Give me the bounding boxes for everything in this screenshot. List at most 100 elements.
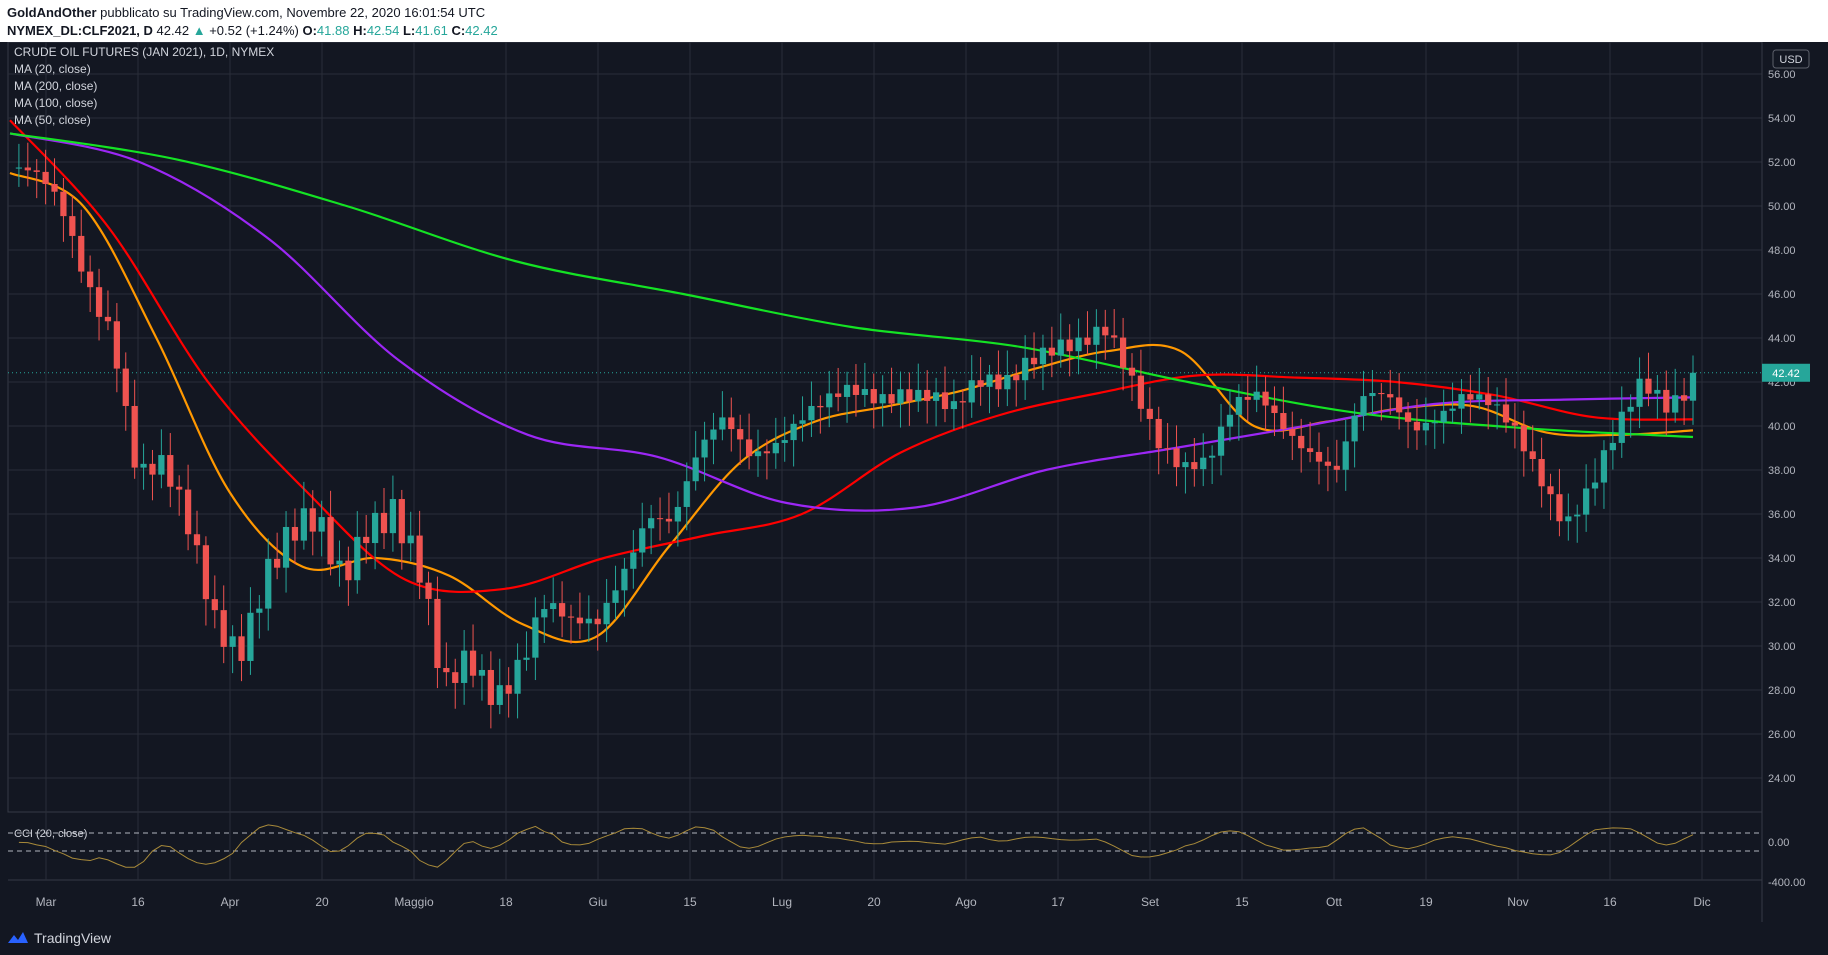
candle-body [1280, 413, 1287, 430]
x-tick-label: Giu [589, 895, 608, 909]
x-tick-label: Apr [221, 895, 240, 909]
legend-ma20[interactable]: MA (20, close) [14, 62, 91, 76]
y-tick-label: 28.00 [1768, 685, 1796, 697]
candle-body [1493, 404, 1501, 406]
candle-body [1235, 396, 1242, 415]
candle-body [1324, 461, 1332, 466]
candle-body [861, 389, 868, 395]
candle-body [541, 609, 548, 618]
currency-badge[interactable]: USD [1772, 49, 1810, 69]
candle-body [621, 568, 628, 591]
candle-body [1057, 339, 1064, 356]
candle-body [1111, 335, 1118, 338]
candle-body [826, 393, 833, 408]
candle-body [1591, 482, 1599, 489]
publication-line: GoldAndOther pubblicato su TradingView.c… [7, 5, 485, 20]
candle-body [1404, 412, 1412, 422]
candle-body [1360, 396, 1367, 416]
candle-body [1209, 455, 1216, 458]
price-chart[interactable]: 24.00 26.00 28.00 30.00 32.00 34.00 36.00 38.00… [0, 42, 1828, 922]
x-tick-label: 16 [131, 895, 145, 909]
candle-body [309, 508, 316, 532]
candle-body [1520, 425, 1527, 452]
candle-body [1226, 414, 1234, 427]
candle-body [211, 599, 218, 611]
candle-body [1449, 408, 1456, 411]
candle-body [1467, 394, 1474, 400]
price-change: +0.52 (+1.24%) [209, 23, 299, 38]
candle-body [968, 380, 975, 403]
cci-legend[interactable]: CCI (20, close) [14, 828, 87, 840]
tradingview-brand[interactable]: TradingView [34, 930, 112, 946]
chart-axes: 24.00 26.00 28.00 30.00 32.00 34.00 36.00 38.00… [36, 69, 1806, 909]
candle-body [1600, 450, 1608, 483]
candle-body [1119, 337, 1127, 368]
candle-body [683, 481, 690, 507]
candle-body [550, 603, 557, 610]
candle-body [122, 368, 129, 406]
candle-body [265, 558, 272, 609]
candle-body [1173, 448, 1180, 468]
x-tick-label: Ago [955, 895, 977, 909]
cci-tick-label: 0.00 [1768, 837, 1789, 849]
candle-body [425, 582, 432, 599]
legend-ma100[interactable]: MA (100, close) [14, 96, 97, 110]
candle-body [1013, 374, 1020, 381]
candle-body [1315, 451, 1323, 462]
currency-label: USD [1779, 54, 1802, 66]
candle-body [1636, 378, 1643, 407]
candle-body [1289, 429, 1296, 436]
candle-body [505, 685, 512, 694]
candle-body [1627, 406, 1634, 412]
candle-body [363, 536, 370, 544]
candle-body [1369, 393, 1376, 397]
current-price: 42.42 [156, 23, 190, 38]
candle-body [95, 287, 103, 317]
y-tick-label: 50.00 [1768, 201, 1796, 213]
y-tick-label: 52.00 [1768, 157, 1796, 169]
legend-ma50[interactable]: MA (50, close) [14, 113, 91, 127]
candle-body [184, 489, 192, 535]
candle-body [1244, 396, 1251, 400]
candle-body [354, 536, 361, 581]
candle-body [461, 650, 468, 683]
candle-body [1298, 435, 1305, 449]
candle-body [1440, 410, 1447, 423]
legend-ma200[interactable]: MA (200, close) [14, 79, 97, 93]
candle-body [1146, 408, 1153, 419]
candle-body [1351, 415, 1358, 442]
candle-body [915, 389, 922, 402]
candle-body [33, 170, 40, 172]
candle-body [665, 518, 673, 522]
candle-body [1387, 394, 1394, 398]
publication-header: GoldAndOther pubblicato su TradingView.c… [0, 0, 1828, 42]
candle-body [247, 612, 254, 661]
x-tick-label: Dic [1693, 895, 1710, 909]
candle-body [60, 191, 67, 217]
candle-body [1164, 448, 1171, 450]
candle-body [434, 598, 441, 668]
candle-body [1102, 326, 1109, 336]
candle-body [1583, 488, 1590, 515]
tradingview-logo-icon [8, 932, 28, 943]
legend-title: CRUDE OIL FUTURES (JAN 2021), 1D, NYMEX [14, 45, 274, 59]
candle-body [78, 235, 85, 272]
candle-body [336, 560, 343, 565]
candle-body [1137, 375, 1145, 409]
candle-body [737, 429, 744, 440]
x-tick-label: Maggio [394, 895, 434, 909]
candle-body [585, 618, 592, 624]
candle-body [202, 545, 210, 600]
candle-body [1663, 389, 1670, 413]
candle-body [674, 506, 681, 522]
candle-body [514, 659, 521, 694]
candle-body [808, 405, 815, 421]
candle-body [113, 321, 120, 369]
ohlc-open: O:41.88 [302, 23, 350, 38]
candle-body [1645, 378, 1652, 394]
author-name[interactable]: GoldAndOther [7, 5, 97, 20]
candle-body [487, 669, 494, 705]
y-tick-label: 26.00 [1768, 729, 1796, 741]
candle-body [754, 451, 762, 457]
candle-body [1048, 347, 1055, 356]
